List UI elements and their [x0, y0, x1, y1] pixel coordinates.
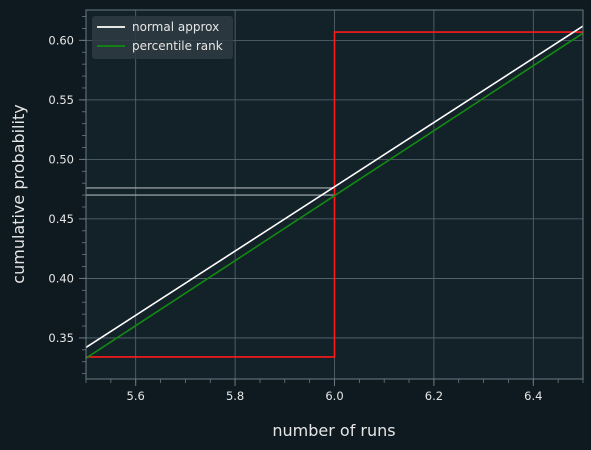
y-tick-label: 0.55 — [48, 93, 74, 107]
y-tick-label: 0.40 — [48, 271, 74, 285]
y-axis-label: cumulative probability — [9, 104, 28, 283]
x-tick-label: 6.0 — [325, 389, 343, 403]
legend-box — [92, 16, 233, 59]
axes-spines — [85, 9, 584, 380]
axes-frame — [85, 9, 584, 380]
y-axis-ticks: 0.35 0.40 0.45 0.50 0.55 0.60 — [48, 16, 86, 375]
y-tick-label: 0.35 — [48, 331, 74, 345]
x-tick-label: 6.2 — [425, 389, 443, 403]
plot-lines — [85, 25, 584, 359]
x-tick-label: 5.8 — [226, 389, 244, 403]
series-line-percentile-rank — [85, 32, 584, 359]
y-tick-label: 0.60 — [48, 33, 74, 47]
series-line-normal-approx — [85, 25, 584, 349]
legend-label-normal-approx: normal approx — [132, 20, 219, 34]
x-axis-ticks: 5.6 5.8 6.0 6.2 6.4 — [85, 379, 584, 403]
legend: normal approx percentile rank — [92, 16, 233, 59]
x-tick-label: 6.4 — [524, 389, 542, 403]
x-axis-label: number of runs — [272, 421, 395, 440]
legend-label-percentile-rank: percentile rank — [132, 39, 223, 53]
step-line — [86, 31, 583, 358]
x-tick-label: 5.6 — [127, 389, 145, 403]
y-tick-label: 0.45 — [48, 212, 74, 226]
y-tick-label: 0.50 — [48, 152, 74, 166]
